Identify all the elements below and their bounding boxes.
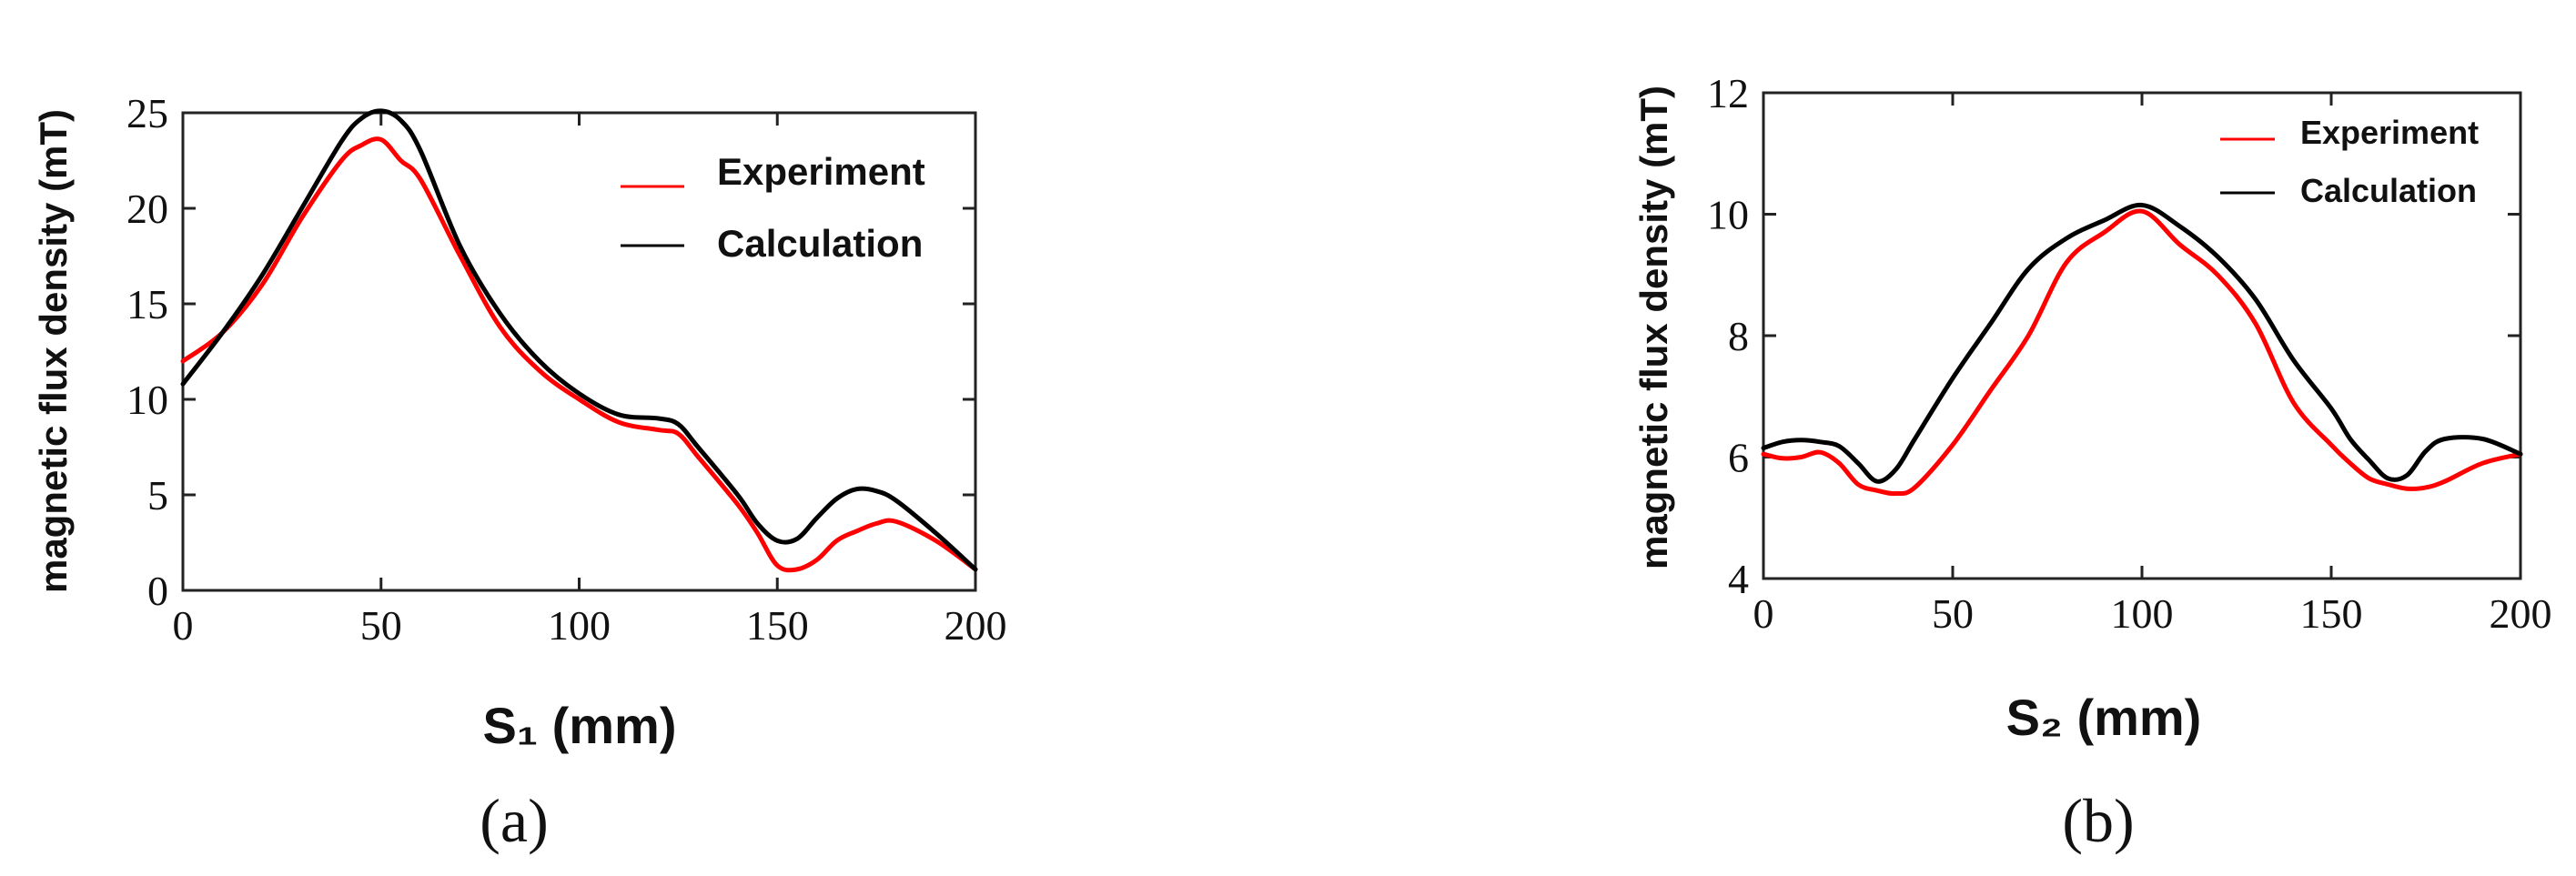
chart-panel-b: 4 6 8 10 12 0 50 100 150 200 magnetic flux densi… <box>1632 70 2552 855</box>
x-tick-label: 200 <box>945 602 1007 649</box>
x-tick-label: 0 <box>173 602 194 649</box>
x-tick-label: 150 <box>2300 590 2363 637</box>
legend-a: Experiment Calculation <box>621 150 925 265</box>
legend-label-calculation-a: Calculation <box>717 222 923 265</box>
series-line-experiment <box>1761 208 2523 497</box>
y-axis-ticks-a: 0 5 10 15 20 25 <box>126 90 975 614</box>
x-tick-label: 100 <box>2111 590 2174 637</box>
panel-caption-a: (a) <box>480 786 548 855</box>
x-axis-label-a: S₁ (mm) <box>483 697 677 754</box>
x-axis-ticks-a: 0 50 100 150 200 <box>173 113 1007 649</box>
y-tick-label: 10 <box>1707 192 1749 238</box>
panel-caption-b: (b) <box>2062 786 2134 855</box>
x-tick-label: 50 <box>360 602 402 649</box>
y-axis-label-a: magnetic flux density (mT) <box>32 109 75 593</box>
y-tick-label: 6 <box>1728 435 1749 481</box>
series-lines-b <box>1761 202 2523 497</box>
y-tick-label: 0 <box>147 568 168 614</box>
y-tick-label: 4 <box>1728 556 1749 602</box>
y-tick-label: 5 <box>147 472 168 519</box>
y-tick-label: 20 <box>126 186 168 232</box>
y-axis-label-b: magnetic flux density (mT) <box>1632 86 1675 569</box>
y-tick-label: 25 <box>126 90 168 136</box>
series-line-calculation <box>180 108 978 572</box>
legend-label-experiment-a: Experiment <box>717 150 925 193</box>
x-tick-label: 150 <box>746 602 809 649</box>
series-line-experiment <box>180 136 978 573</box>
x-tick-label: 100 <box>548 602 611 649</box>
series-lines-a <box>180 108 978 573</box>
chart-panel-a: 0 5 10 15 20 25 0 50 100 150 200 magnetic flux de… <box>32 90 1007 855</box>
x-tick-label: 0 <box>1753 590 1774 637</box>
x-tick-label: 50 <box>1932 590 1974 637</box>
x-axis-ticks-b: 0 50 100 150 200 <box>1753 93 2552 637</box>
legend-b: Experiment Calculation <box>2220 114 2479 209</box>
y-axis-ticks-b: 4 6 8 10 12 <box>1707 70 2520 602</box>
y-tick-label: 15 <box>126 281 168 327</box>
x-axis-label-b: S₂ (mm) <box>2006 689 2202 746</box>
y-tick-label: 10 <box>126 377 168 423</box>
y-tick-label: 8 <box>1728 313 1749 359</box>
legend-label-experiment-b: Experiment <box>2300 114 2479 151</box>
y-tick-label: 12 <box>1707 70 1749 116</box>
legend-label-calculation-b: Calculation <box>2300 172 2477 209</box>
series-line-calculation <box>1761 202 2523 484</box>
x-tick-label: 200 <box>2490 590 2552 637</box>
